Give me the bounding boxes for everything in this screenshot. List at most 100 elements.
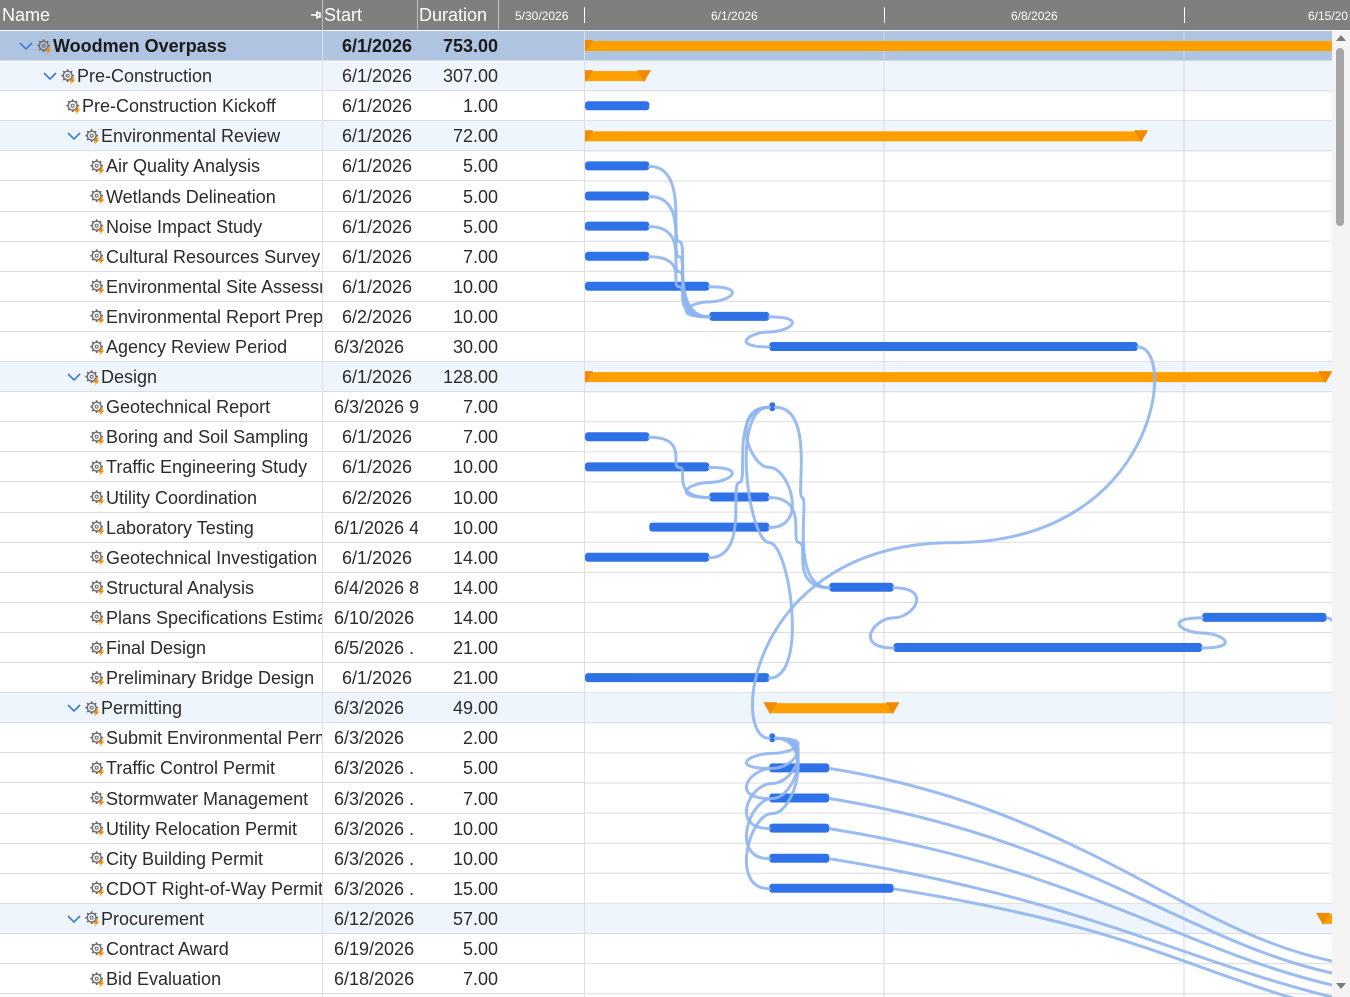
task-start[interactable]: 6/1/2026	[342, 276, 413, 297]
task-row[interactable]: Environmental Report Preparation 6/2/2026…	[0, 302, 584, 332]
task-duration[interactable]: 5.00	[462, 186, 498, 207]
task-duration[interactable]: 7.00	[462, 969, 498, 990]
task-start[interactable]: 6/4/2026 8	[334, 577, 418, 598]
header-name[interactable]: Name	[2, 5, 51, 25]
task-start[interactable]: 6/2/2026	[342, 487, 413, 508]
task-row[interactable]: Traffic Engineering Study 6/1/2026 10.00	[0, 452, 584, 483]
task-start[interactable]: 6/1/2026	[342, 367, 413, 388]
grid-chart-divider[interactable]	[584, 30, 585, 997]
header-duration[interactable]: Duration	[419, 5, 488, 25]
task-start[interactable]: 6/1/2026	[342, 96, 413, 117]
task-row[interactable]: Traffic Control Permit 6/3/2026 . 5.00	[0, 753, 584, 784]
task-bar[interactable]	[709, 311, 770, 321]
task-start[interactable]: 6/3/2026	[334, 337, 405, 357]
task-bar[interactable]	[769, 823, 830, 833]
task-bar[interactable]	[585, 251, 650, 261]
summary-task-row[interactable]: Pre-Construction 6/1/2026 307.00	[0, 61, 584, 92]
task-duration[interactable]: 15.00	[452, 878, 498, 899]
pin-icon[interactable]	[309, 5, 321, 25]
task-name-cell[interactable]: Traffic Control Permit	[89, 753, 322, 783]
task-start[interactable]: 6/1/2026	[342, 246, 413, 267]
task-start[interactable]: 6/3/2026 .	[334, 758, 415, 779]
task-name-cell[interactable]: Pre-Construction	[42, 61, 322, 91]
summary-task-row[interactable]: Design 6/1/2026 128.00	[0, 362, 584, 393]
task-bar[interactable]	[1202, 612, 1327, 622]
task-duration[interactable]: 21.00	[452, 668, 498, 689]
summary-bar-cap[interactable]	[585, 70, 593, 83]
task-duration[interactable]: 5.00	[462, 758, 498, 779]
summary-task-row[interactable]: Environmental Review 6/1/2026 72.00	[0, 121, 584, 152]
task-row[interactable]: Geotechnical Report 6/3/2026 9 7.00	[0, 392, 584, 423]
task-name-cell[interactable]: Submit Environmental Permits	[89, 723, 322, 753]
chevron-down-icon[interactable]	[42, 68, 58, 84]
task-bar[interactable]	[649, 522, 770, 532]
task-name-cell[interactable]: Design	[66, 362, 322, 392]
summary-bar[interactable]	[585, 71, 645, 82]
task-duration[interactable]: 30.00	[452, 337, 498, 357]
task-start[interactable]: 6/18/2026	[334, 969, 415, 990]
task-name-cell[interactable]: Environmental Review	[66, 121, 322, 151]
task-duration[interactable]: 14.00	[452, 577, 498, 598]
task-start[interactable]: 6/3/2026 .	[334, 848, 415, 869]
task-bar[interactable]	[769, 402, 776, 412]
task-start[interactable]: 6/1/2026	[342, 186, 413, 207]
task-duration[interactable]: 57.00	[452, 908, 498, 929]
task-row[interactable]: Pre-Construction Kickoff 6/1/2026 1.00	[0, 91, 584, 122]
task-duration[interactable]: 10.00	[452, 457, 498, 478]
task-duration[interactable]: 21.00	[452, 638, 498, 658]
task-duration[interactable]: 10.00	[452, 487, 498, 508]
task-row[interactable]: Environmental Site Assessment 6/1/2026 10.…	[0, 272, 584, 302]
task-bar[interactable]	[769, 793, 830, 803]
summary-bar-cap[interactable]	[637, 70, 651, 83]
task-row[interactable]: Final Design 6/5/2026 . 21.00	[0, 633, 584, 663]
task-row[interactable]: Boring and Soil Sampling 6/1/2026 7.00	[0, 422, 584, 453]
task-duration[interactable]: 753.00	[442, 36, 498, 56]
task-duration[interactable]: 5.00	[462, 216, 498, 237]
summary-bar-cap[interactable]	[1316, 912, 1331, 925]
chevron-down-icon[interactable]	[66, 369, 82, 385]
task-name-cell[interactable]: Procurement	[66, 904, 322, 934]
task-name-cell[interactable]: Wetlands Delineation	[89, 182, 322, 212]
summary-bar-cap[interactable]	[1134, 130, 1149, 143]
task-bar[interactable]	[585, 281, 710, 291]
task-bar[interactable]	[829, 582, 894, 592]
summary-bar[interactable]	[769, 703, 894, 714]
summary-bar-cap[interactable]	[885, 702, 900, 715]
task-row[interactable]: Wetlands Delineation 6/1/2026 5.00	[0, 182, 584, 212]
task-row[interactable]: Stormwater Management 6/3/2026 . 7.00	[0, 784, 584, 814]
header-start[interactable]: Start	[324, 5, 363, 25]
task-start[interactable]: 6/1/2026	[342, 156, 413, 177]
task-bar[interactable]	[585, 462, 710, 472]
task-start[interactable]: 6/3/2026	[334, 698, 405, 719]
task-row[interactable]: Submit Environmental Permits 6/3/2026 2.00	[0, 723, 584, 754]
chevron-down-icon[interactable]	[66, 700, 82, 716]
task-start[interactable]: 6/3/2026 .	[334, 818, 415, 839]
task-duration[interactable]: 1.00	[462, 96, 498, 117]
header-separator[interactable]	[498, 0, 499, 30]
task-name-cell[interactable]: Utility Coordination	[89, 483, 322, 513]
task-name-cell[interactable]: Geotechnical Report	[89, 392, 322, 422]
task-start[interactable]: 6/1/2026	[342, 457, 413, 478]
task-duration[interactable]: 49.00	[452, 698, 498, 719]
task-name-cell[interactable]: Contract Award	[89, 934, 322, 964]
task-name-cell[interactable]: Laboratory Testing	[89, 513, 322, 543]
task-duration[interactable]: 7.00	[462, 246, 498, 267]
header-separator[interactable]	[322, 0, 323, 30]
task-duration[interactable]: 10.00	[452, 818, 498, 839]
task-duration[interactable]: 128.00	[442, 367, 498, 388]
scroll-down-arrow[interactable]	[1336, 983, 1346, 989]
task-duration[interactable]: 10.00	[452, 848, 498, 869]
task-name-cell[interactable]: Pre-Construction Kickoff	[65, 91, 322, 121]
vertical-scrollbar[interactable]	[1332, 31, 1350, 997]
task-row[interactable]: Preliminary Bridge Design 6/1/2026 21.00	[0, 663, 584, 694]
task-bar[interactable]	[585, 552, 710, 562]
task-row[interactable]: Utility Relocation Permit 6/3/2026 . 10.00	[0, 814, 584, 844]
task-name-cell[interactable]: Bid Evaluation	[89, 964, 322, 994]
task-start[interactable]: 6/1/2026	[342, 427, 413, 448]
task-name-cell[interactable]: Permitting	[66, 693, 322, 723]
task-name-cell[interactable]: Preliminary Bridge Design	[89, 663, 322, 693]
task-duration[interactable]: 5.00	[462, 939, 498, 959]
summary-task-row[interactable]: Permitting 6/3/2026 49.00	[0, 693, 584, 724]
task-duration[interactable]: 7.00	[462, 397, 498, 418]
task-bar[interactable]	[585, 432, 650, 442]
